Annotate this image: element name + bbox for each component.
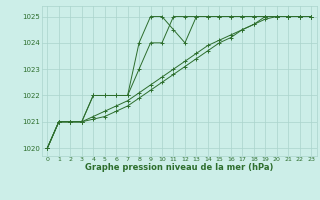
- X-axis label: Graphe pression niveau de la mer (hPa): Graphe pression niveau de la mer (hPa): [85, 163, 273, 172]
